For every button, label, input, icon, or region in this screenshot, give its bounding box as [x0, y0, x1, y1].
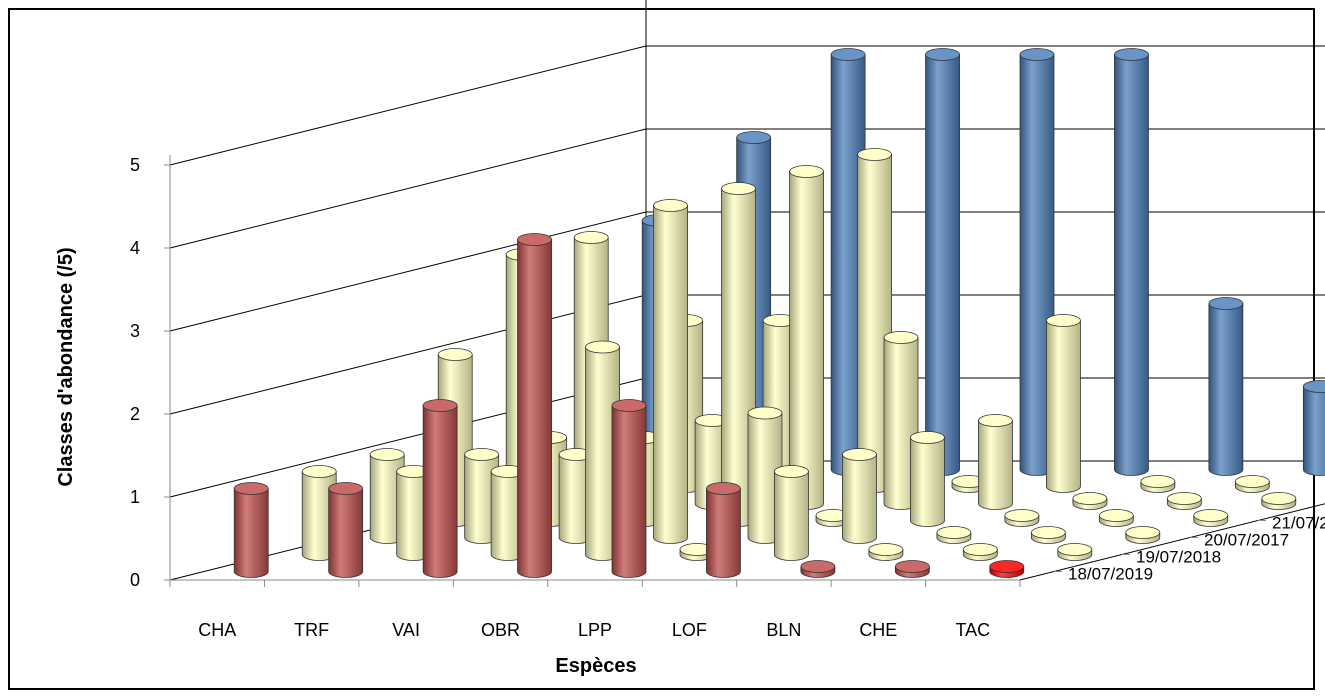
- bar-bln-06-10-2015: [1072, 492, 1108, 510]
- bar-trf-19-07-2018: [396, 465, 432, 561]
- bar-trf-18-07-2019: [328, 482, 364, 578]
- x-tick-label-trf: TRF: [294, 620, 329, 640]
- bar-che-06-10-2015: [1166, 492, 1202, 510]
- bar-cha-18-07-2019: [233, 482, 269, 578]
- bar-lof-18-07-2019: [706, 482, 741, 578]
- side-gridline: [169, 294, 647, 415]
- bar-trf-20-07-2017: [464, 448, 500, 544]
- bar-tac-19-07-2018: [1057, 543, 1093, 561]
- bar-lpp-26-07-2012: [951, 475, 987, 493]
- x-tick-label-che: CHE: [859, 620, 897, 640]
- side-gridline: [169, 211, 647, 332]
- bar-lof-06-10-2015: [978, 414, 1013, 510]
- bar-che-20-07-2017: [1030, 526, 1066, 544]
- y-tick-label: 0: [130, 570, 140, 590]
- side-gridline: [169, 45, 647, 166]
- bar-obr-r-f-rence-b5: [925, 48, 960, 476]
- bar-cha-20-07-2017: [369, 448, 405, 544]
- y-axis-title: Classes d'abondance (/5): [55, 247, 77, 486]
- x-tick-label-obr: OBR: [481, 620, 520, 640]
- bar-bln-r-f-rence-b5: [1208, 297, 1244, 476]
- bar-vai-19-07-2018: [490, 465, 526, 561]
- bar-che-r-f-rence-b5: [1302, 380, 1325, 476]
- bar-lpp-20-07-2017: [747, 406, 783, 544]
- bar-lpp-06-10-2015: [883, 331, 919, 510]
- y-tick-label: 4: [130, 238, 140, 258]
- bar-obr-20-07-2017: [653, 199, 688, 544]
- x-tick-label-tac: TAC: [955, 620, 990, 640]
- depth-label-21-07-2016: 21/07/2016: [1272, 514, 1325, 533]
- bar-che-26-07-2012: [1234, 475, 1270, 493]
- x-tick-label-bln: BLN: [766, 620, 801, 640]
- bar-bln-26-07-2012: [1140, 475, 1176, 493]
- x-tick-label-lpp: LPP: [578, 620, 612, 640]
- bar-tac-21-07-2016: [1193, 509, 1229, 527]
- y-tick-label: 5: [130, 155, 140, 175]
- x-tick-label-lof: LOF: [672, 620, 707, 640]
- y-tick-label: 1: [130, 487, 140, 507]
- depth-label-19-07-2018: 19/07/2018: [1136, 548, 1221, 567]
- bar-cha-19-07-2018: [301, 465, 337, 561]
- depth-label-18-07-2019: 18/07/2019: [1068, 565, 1153, 584]
- bar-lpp-19-07-2018: [679, 543, 715, 561]
- bar-che-21-07-2016: [1098, 509, 1134, 527]
- y-tick-label: 3: [130, 321, 140, 341]
- bar-lof-26-07-2012: [1046, 314, 1081, 493]
- x-tick-label-cha: CHA: [198, 620, 236, 640]
- bar-che-19-07-2018: [962, 543, 998, 561]
- bar-bln-21-07-2016: [1004, 509, 1040, 527]
- bar-vai-18-07-2019: [422, 399, 458, 578]
- bar-che-18-07-2019: [894, 560, 930, 578]
- bar-bln-19-07-2018: [868, 543, 904, 561]
- bar-bln-20-07-2017: [936, 526, 972, 544]
- bar-lof-19-07-2018: [774, 465, 809, 561]
- bar-tac-06-10-2015: [1261, 492, 1297, 510]
- bar-lof-r-f-rence-b5: [1114, 48, 1149, 476]
- bar-lpp-18-07-2019: [611, 399, 647, 578]
- chart-bars: [233, 48, 1325, 578]
- bar-tac-20-07-2017: [1125, 526, 1161, 544]
- bar-lof-21-07-2016: [910, 431, 945, 527]
- chart-labels: 0 1 2 3 4 5 CHA TRF VAI OBR LPP LOF BLN CHE TAC 18/07/2…: [130, 155, 1325, 640]
- y-tick-label: 2: [130, 404, 140, 424]
- bar-tac-18-07-2019: [989, 560, 1025, 578]
- x-axis-title: Espèces: [555, 655, 636, 677]
- depth-label-20-07-2017: 20/07/2017: [1204, 531, 1289, 550]
- bar-lof-20-07-2017: [842, 448, 877, 544]
- bar-obr-06-10-2015: [789, 165, 824, 510]
- side-gridline: [169, 377, 647, 498]
- x-tick-label-vai: VAI: [392, 620, 420, 640]
- bar-lpp-21-07-2016: [815, 509, 851, 527]
- side-gridline: [169, 128, 647, 249]
- bar-bln-18-07-2019: [800, 560, 836, 578]
- bar-obr-18-07-2019: [517, 233, 552, 578]
- bar-obr-19-07-2018: [585, 340, 620, 561]
